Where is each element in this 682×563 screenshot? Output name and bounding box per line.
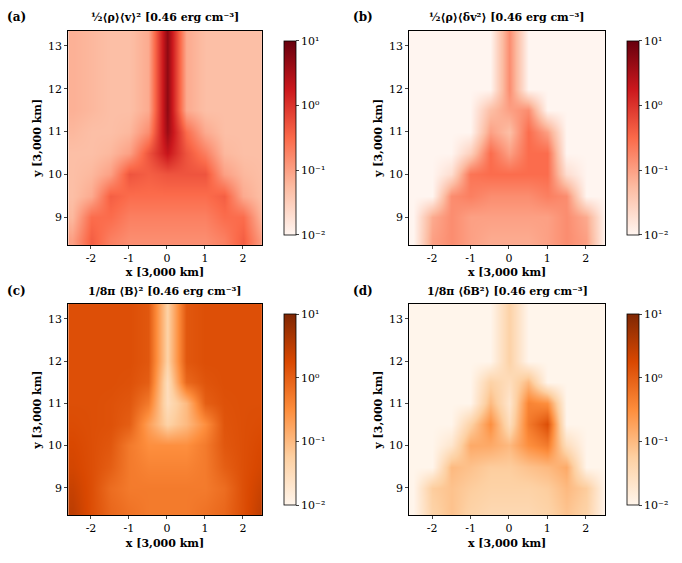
svg-text:1: 1 bbox=[201, 252, 208, 265]
svg-text:-2: -2 bbox=[86, 522, 97, 535]
svg-text:10: 10 bbox=[48, 439, 62, 452]
svg-text:2: 2 bbox=[582, 522, 589, 535]
svg-text:0: 0 bbox=[163, 522, 170, 535]
svg-text:0: 0 bbox=[505, 252, 512, 265]
svg-text:9: 9 bbox=[55, 211, 62, 224]
svg-text:(d): (d) bbox=[353, 284, 373, 298]
svg-text:(c): (c) bbox=[7, 284, 26, 298]
svg-text:9: 9 bbox=[396, 482, 403, 495]
svg-text:10¹: 10¹ bbox=[644, 35, 662, 48]
svg-text:11: 11 bbox=[48, 397, 62, 410]
svg-text:10⁰: 10⁰ bbox=[301, 372, 320, 385]
svg-text:10⁰: 10⁰ bbox=[644, 372, 663, 385]
svg-text:10⁻²: 10⁻² bbox=[644, 229, 668, 242]
svg-text:12: 12 bbox=[389, 355, 403, 368]
svg-text:13: 13 bbox=[48, 40, 62, 53]
svg-text:y [3,000 km]: y [3,000 km] bbox=[372, 99, 385, 178]
svg-text:10¹: 10¹ bbox=[644, 308, 662, 321]
svg-text:2: 2 bbox=[239, 522, 246, 535]
svg-text:10: 10 bbox=[389, 168, 403, 181]
svg-text:1/8π ⟨B⟩² [0.46 erg cm⁻³]: 1/8π ⟨B⟩² [0.46 erg cm⁻³] bbox=[88, 285, 242, 298]
svg-text:9: 9 bbox=[55, 482, 62, 495]
svg-text:y [3,000 km]: y [3,000 km] bbox=[372, 370, 385, 449]
svg-text:-2: -2 bbox=[86, 252, 97, 265]
svg-text:x [3,000 km]: x [3,000 km] bbox=[468, 266, 546, 279]
svg-text:-2: -2 bbox=[427, 252, 438, 265]
svg-text:10: 10 bbox=[389, 439, 403, 452]
svg-text:½⟨ρ⟩⟨δv²⟩ [0.46 erg cm⁻³]: ½⟨ρ⟩⟨δv²⟩ [0.46 erg cm⁻³] bbox=[429, 11, 585, 24]
svg-text:9: 9 bbox=[396, 211, 403, 224]
svg-text:-1: -1 bbox=[124, 252, 135, 265]
svg-text:-1: -1 bbox=[465, 252, 476, 265]
svg-text:x [3,000 km]: x [3,000 km] bbox=[468, 537, 546, 550]
svg-text:10¹: 10¹ bbox=[301, 308, 319, 321]
svg-text:½⟨ρ⟩⟨v⟩² [0.46 erg cm⁻³]: ½⟨ρ⟩⟨v⟩² [0.46 erg cm⁻³] bbox=[91, 11, 239, 24]
svg-text:(b): (b) bbox=[353, 10, 373, 24]
svg-text:13: 13 bbox=[389, 40, 403, 53]
svg-text:10: 10 bbox=[48, 168, 62, 181]
svg-text:-1: -1 bbox=[124, 522, 135, 535]
svg-text:y [3,000 km]: y [3,000 km] bbox=[31, 99, 44, 178]
svg-text:10⁰: 10⁰ bbox=[644, 99, 663, 112]
svg-text:13: 13 bbox=[389, 313, 403, 326]
svg-text:1: 1 bbox=[544, 252, 551, 265]
svg-text:10⁻²: 10⁻² bbox=[644, 499, 668, 512]
svg-text:0: 0 bbox=[163, 252, 170, 265]
svg-text:10⁰: 10⁰ bbox=[301, 99, 320, 112]
svg-text:x [3,000 km]: x [3,000 km] bbox=[126, 266, 204, 279]
svg-text:1/8π ⟨δB²⟩ [0.46 erg cm⁻³]: 1/8π ⟨δB²⟩ [0.46 erg cm⁻³] bbox=[427, 285, 588, 298]
svg-text:2: 2 bbox=[239, 252, 246, 265]
svg-text:(a): (a) bbox=[7, 10, 26, 24]
svg-text:-2: -2 bbox=[427, 522, 438, 535]
svg-text:12: 12 bbox=[48, 355, 62, 368]
svg-text:10⁻²: 10⁻² bbox=[301, 499, 325, 512]
svg-text:-1: -1 bbox=[465, 522, 476, 535]
svg-text:11: 11 bbox=[389, 125, 403, 138]
svg-text:12: 12 bbox=[389, 83, 403, 96]
svg-text:x [3,000 km]: x [3,000 km] bbox=[126, 537, 204, 550]
svg-text:2: 2 bbox=[582, 252, 589, 265]
svg-text:10⁻¹: 10⁻¹ bbox=[301, 164, 325, 177]
svg-text:10⁻¹: 10⁻¹ bbox=[644, 164, 668, 177]
svg-text:11: 11 bbox=[389, 397, 403, 410]
svg-text:12: 12 bbox=[48, 83, 62, 96]
svg-text:10⁻¹: 10⁻¹ bbox=[301, 435, 325, 448]
svg-text:10¹: 10¹ bbox=[301, 35, 319, 48]
svg-text:10⁻²: 10⁻² bbox=[301, 229, 325, 242]
svg-text:0: 0 bbox=[505, 522, 512, 535]
svg-text:1: 1 bbox=[544, 522, 551, 535]
svg-text:y [3,000 km]: y [3,000 km] bbox=[31, 370, 44, 449]
svg-text:13: 13 bbox=[48, 313, 62, 326]
svg-text:10⁻¹: 10⁻¹ bbox=[644, 435, 668, 448]
svg-text:1: 1 bbox=[201, 522, 208, 535]
svg-text:11: 11 bbox=[48, 125, 62, 138]
